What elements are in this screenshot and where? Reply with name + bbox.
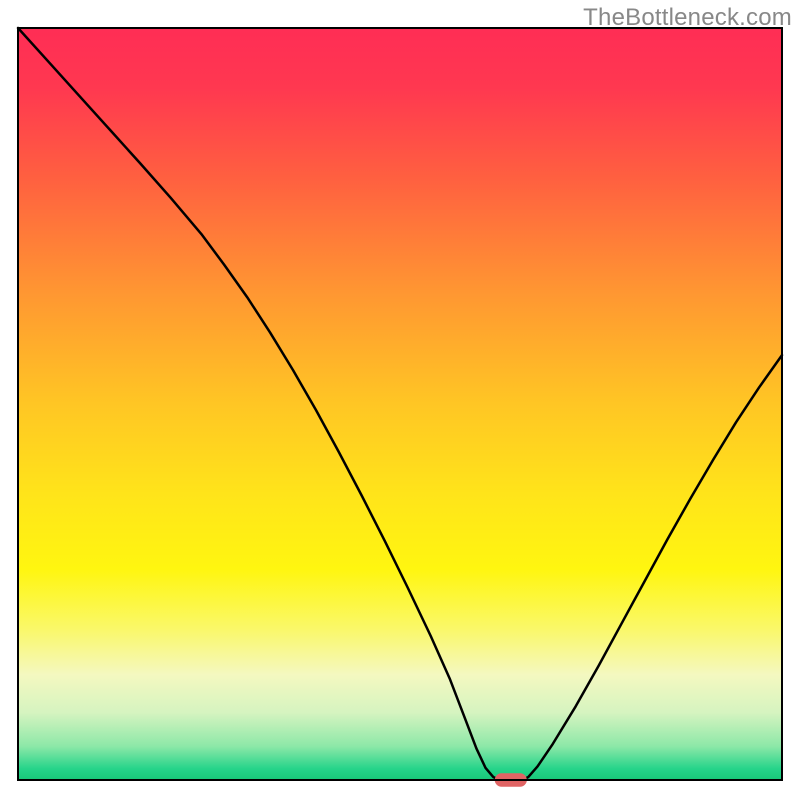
chart-container: TheBottleneck.com	[0, 0, 800, 800]
bottleneck-chart	[0, 0, 800, 800]
watermark-text: TheBottleneck.com	[583, 4, 792, 32]
chart-background	[18, 28, 782, 780]
